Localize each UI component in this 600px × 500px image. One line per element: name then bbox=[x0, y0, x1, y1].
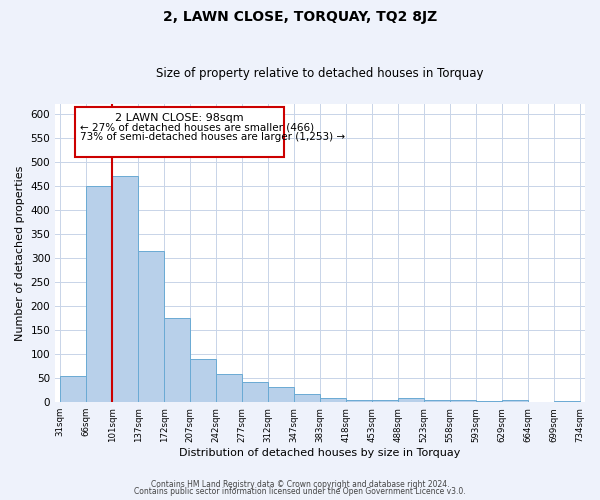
Bar bbox=[268, 387, 294, 402]
Bar bbox=[294, 394, 320, 402]
Bar bbox=[554, 401, 580, 402]
Bar bbox=[216, 374, 242, 402]
Text: ← 27% of detached houses are smaller (466): ← 27% of detached houses are smaller (46… bbox=[80, 122, 314, 132]
Title: Size of property relative to detached houses in Torquay: Size of property relative to detached ho… bbox=[157, 66, 484, 80]
FancyBboxPatch shape bbox=[74, 106, 284, 157]
Bar bbox=[502, 400, 528, 402]
Bar bbox=[372, 400, 398, 402]
Bar bbox=[164, 318, 190, 402]
Bar bbox=[450, 400, 476, 402]
Text: Contains HM Land Registry data © Crown copyright and database right 2024.: Contains HM Land Registry data © Crown c… bbox=[151, 480, 449, 489]
Bar bbox=[138, 251, 164, 402]
Bar bbox=[112, 176, 138, 402]
Bar bbox=[190, 359, 216, 402]
Bar bbox=[320, 398, 346, 402]
Bar bbox=[476, 401, 502, 402]
Text: 73% of semi-detached houses are larger (1,253) →: 73% of semi-detached houses are larger (… bbox=[80, 132, 345, 141]
Text: Contains public sector information licensed under the Open Government Licence v3: Contains public sector information licen… bbox=[134, 487, 466, 496]
Y-axis label: Number of detached properties: Number of detached properties bbox=[15, 166, 25, 341]
Bar bbox=[61, 376, 86, 402]
Bar bbox=[424, 400, 450, 402]
X-axis label: Distribution of detached houses by size in Torquay: Distribution of detached houses by size … bbox=[179, 448, 461, 458]
Bar bbox=[242, 382, 268, 402]
Bar bbox=[398, 398, 424, 402]
Bar bbox=[86, 186, 112, 402]
Bar bbox=[346, 400, 372, 402]
Text: 2, LAWN CLOSE, TORQUAY, TQ2 8JZ: 2, LAWN CLOSE, TORQUAY, TQ2 8JZ bbox=[163, 10, 437, 24]
Text: 2 LAWN CLOSE: 98sqm: 2 LAWN CLOSE: 98sqm bbox=[115, 113, 244, 123]
